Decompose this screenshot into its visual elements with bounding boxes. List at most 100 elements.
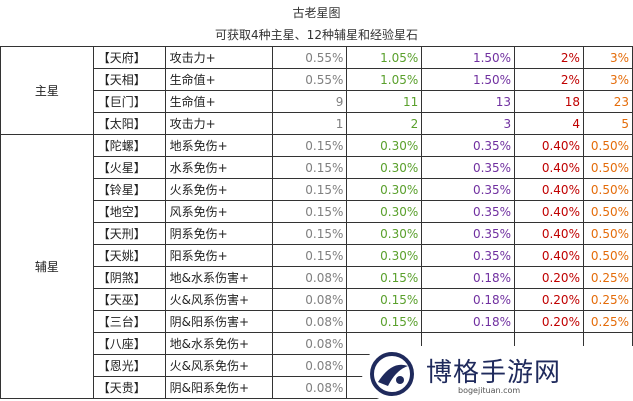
table-row: 【天刑】 阴系免伤+ 0.15% 0.30% 0.35% 0.40% 0.50% <box>1 222 633 245</box>
value-cell: 0.50% <box>582 244 633 267</box>
star-name-cell: 【阴煞】 <box>92 266 166 289</box>
star-name-cell: 【地空】 <box>92 200 166 223</box>
value-cell: 0.08% <box>271 376 348 399</box>
value-cell: 0.08% <box>271 266 348 289</box>
value-cell: 0.15% <box>271 134 348 157</box>
value-cell: 5 <box>582 112 633 135</box>
value-cell: 23 <box>582 90 633 113</box>
value-cell: 0.30% <box>346 156 423 179</box>
value-cell: 0.20% <box>514 266 584 289</box>
value-cell: 9 <box>271 90 348 113</box>
table-row: 【天巫】 火&风系伤害+ 0.08% 0.15% 0.18% 0.20% 0.25% <box>1 288 633 311</box>
value-cell: 0.15% <box>271 178 348 201</box>
value-cell: 0.25% <box>582 310 633 333</box>
value-cell: 0.08% <box>271 354 348 377</box>
star-name-cell: 【天巫】 <box>92 288 166 311</box>
star-name-cell: 【太阳】 <box>92 112 166 135</box>
watermark-logo-icon <box>370 352 414 396</box>
value-cell: 0.50% <box>582 156 633 179</box>
value-cell: 0.20% <box>514 288 584 311</box>
star-name-cell: 【天姚】 <box>92 244 166 267</box>
value-cell: 0.35% <box>421 134 516 157</box>
value-cell: 0.15% <box>346 288 423 311</box>
value-cell: 0.35% <box>421 178 516 201</box>
watermark: 博格手游网 bogejituan.com <box>362 346 633 401</box>
attribute-cell: 火&风系免伤+ <box>164 354 273 377</box>
value-cell: 3% <box>582 68 633 91</box>
value-cell: 0.50% <box>582 134 633 157</box>
table-row: 【阴煞】 地&水系伤害+ 0.08% 0.15% 0.18% 0.20% 0.25% <box>1 266 633 289</box>
value-cell: 0.30% <box>346 200 423 223</box>
star-name-cell: 【天府】 <box>92 46 166 69</box>
star-name-cell: 【巨门】 <box>92 90 166 113</box>
value-cell: 0.30% <box>346 178 423 201</box>
star-name-cell: 【陀螺】 <box>92 134 166 157</box>
value-cell: 0.30% <box>346 244 423 267</box>
value-cell: 0.08% <box>271 288 348 311</box>
value-cell: 0.40% <box>514 134 584 157</box>
attribute-cell: 水系免伤+ <box>164 156 273 179</box>
star-table: 主星 【天府】 攻击力+ 0.55% 1.05% 1.50% 2% 3% 【天相】 生命值+ 0.5… <box>0 46 633 399</box>
star-name-cell: 【三台】 <box>92 310 166 333</box>
attribute-cell: 阴系免伤+ <box>164 222 273 245</box>
value-cell: 0.40% <box>514 156 584 179</box>
attribute-cell: 火&风系伤害+ <box>164 288 273 311</box>
value-cell: 0.40% <box>514 200 584 223</box>
watermark-text: 博格手游网 <box>426 358 562 388</box>
page-subtitle: 可获取4种主星、12种辅星和经验星石 <box>215 28 418 42</box>
value-cell: 1.05% <box>346 46 423 69</box>
group-label: 辅星 <box>0 134 94 399</box>
value-cell: 0.15% <box>346 310 423 333</box>
value-cell: 0.50% <box>582 200 633 223</box>
value-cell: 0.18% <box>421 266 516 289</box>
value-cell: 0.15% <box>346 266 423 289</box>
table-row: 【三台】 阴&阳系伤害+ 0.08% 0.15% 0.18% 0.20% 0.25% <box>1 310 633 333</box>
star-name-cell: 【八座】 <box>92 332 166 355</box>
group-label: 主星 <box>0 46 94 135</box>
star-name-cell: 【天相】 <box>92 68 166 91</box>
star-name-cell: 【火星】 <box>92 156 166 179</box>
attribute-cell: 生命值+ <box>164 68 273 91</box>
table-row: 辅星 【陀螺】 地系免伤+ 0.15% 0.30% 0.35% 0.40% 0.50% <box>0 134 633 399</box>
attribute-cell: 阴&阳系伤害+ <box>164 310 273 333</box>
star-name-cell: 【天刑】 <box>92 222 166 245</box>
table-row: 【天相】 生命值+ 0.55% 1.05% 1.50% 2% 3% <box>1 68 633 91</box>
value-cell: 0.50% <box>582 178 633 201</box>
table-row: 【铃星】 火系免伤+ 0.15% 0.30% 0.35% 0.40% 0.50% <box>1 178 633 201</box>
value-cell: 4 <box>514 112 584 135</box>
value-cell: 0.30% <box>346 222 423 245</box>
attribute-cell: 生命值+ <box>164 90 273 113</box>
value-cell: 0.15% <box>271 156 348 179</box>
value-cell: 11 <box>346 90 423 113</box>
value-cell: 1.50% <box>421 68 516 91</box>
star-name-cell: 【恩光】 <box>92 354 166 377</box>
star-name-cell: 【铃星】 <box>92 178 166 201</box>
value-cell: 0.08% <box>271 310 348 333</box>
value-cell: 18 <box>514 90 584 113</box>
value-cell: 0.55% <box>271 68 348 91</box>
attribute-cell: 风系免伤+ <box>164 200 273 223</box>
value-cell: 2% <box>514 46 584 69</box>
value-cell: 0.40% <box>514 244 584 267</box>
value-cell: 0.15% <box>271 244 348 267</box>
value-cell: 0.40% <box>514 222 584 245</box>
watermark-url: bogejituan.com <box>458 386 521 395</box>
value-cell: 0.30% <box>346 134 423 157</box>
table-row: 【火星】 水系免伤+ 0.15% 0.30% 0.35% 0.40% 0.50% <box>1 156 633 179</box>
page-title: 古老星图 <box>292 6 341 20</box>
attribute-cell: 攻击力+ <box>164 112 273 135</box>
value-cell: 0.55% <box>271 46 348 69</box>
table-row: 【太阳】 攻击力+ 1 2 3 4 5 <box>1 112 633 135</box>
table-row: 【巨门】 生命值+ 9 11 13 18 23 <box>1 90 633 113</box>
value-cell: 1.50% <box>421 46 516 69</box>
value-cell: 0.20% <box>514 310 584 333</box>
attribute-cell: 攻击力+ <box>164 46 273 69</box>
value-cell: 0.35% <box>421 200 516 223</box>
value-cell: 0.40% <box>514 178 584 201</box>
attribute-cell: 地&水系伤害+ <box>164 266 273 289</box>
value-cell: 0.50% <box>582 222 633 245</box>
star-name-cell: 【天贵】 <box>92 376 166 399</box>
value-cell: 0.15% <box>271 222 348 245</box>
attribute-cell: 地&水系免伤+ <box>164 332 273 355</box>
value-cell: 0.25% <box>582 288 633 311</box>
